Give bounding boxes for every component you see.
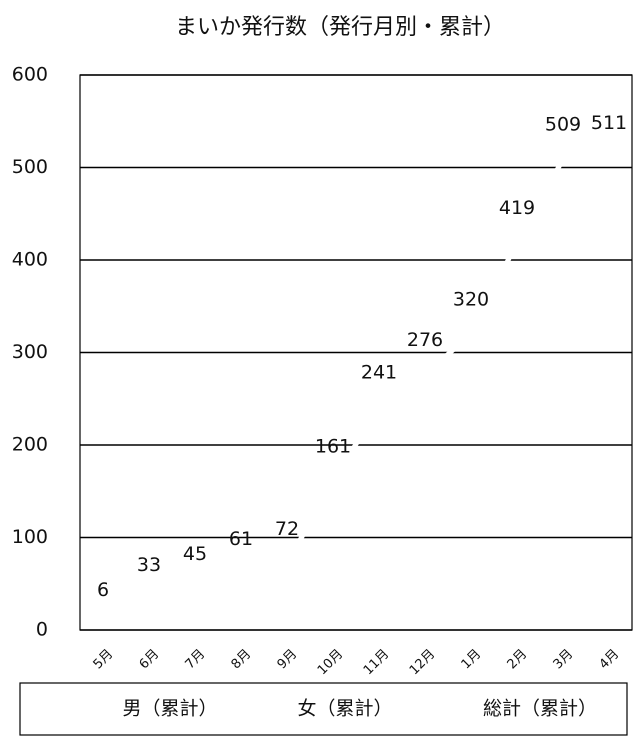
y-tick-label: 500 — [12, 156, 48, 178]
x-tick-label: 7月 — [183, 647, 209, 673]
legend-box — [19, 682, 628, 736]
y-tick-label: 400 — [12, 249, 48, 271]
data-label: 509 — [545, 114, 581, 136]
data-label: 161 — [315, 436, 351, 458]
x-tick-label: 8月 — [229, 647, 255, 673]
x-tick-label: 5月 — [91, 647, 117, 673]
legend-label: 総計（累計） — [483, 698, 597, 720]
x-tick-label: 9月 — [275, 647, 301, 673]
y-tick-label: 0 — [36, 619, 48, 641]
y-tick-label: 100 — [12, 526, 48, 548]
series-line — [101, 154, 610, 627]
data-label: 61 — [229, 528, 253, 550]
data-label: 72 — [275, 518, 299, 540]
data-label: 419 — [499, 197, 535, 219]
y-tick-label: 200 — [12, 434, 48, 456]
x-tick-label: 4月 — [597, 647, 623, 673]
legend-label: 男（累計） — [122, 698, 217, 720]
x-tick-label: 11月 — [361, 647, 392, 678]
x-tick-label: 2月 — [505, 647, 531, 673]
y-tick-label: 600 — [12, 64, 48, 86]
x-tick-label: 10月 — [315, 647, 346, 678]
y-tick-label: 300 — [12, 341, 48, 363]
x-tick-label: 6月 — [137, 647, 163, 673]
x-tick-label: 1月 — [459, 647, 485, 673]
data-label: 241 — [361, 362, 397, 384]
data-label: 6 — [97, 579, 109, 601]
data-label: 320 — [453, 289, 489, 311]
x-tick-label: 12月 — [407, 647, 438, 678]
data-label: 33 — [137, 554, 161, 576]
chart-title: まいか発行数（発行月別・累計） — [175, 15, 505, 40]
x-tick-label: 3月 — [551, 647, 577, 673]
legend-label: 女（累計） — [297, 698, 392, 720]
data-label: 276 — [407, 329, 443, 351]
data-label: 511 — [591, 112, 627, 134]
data-label: 45 — [183, 543, 207, 565]
